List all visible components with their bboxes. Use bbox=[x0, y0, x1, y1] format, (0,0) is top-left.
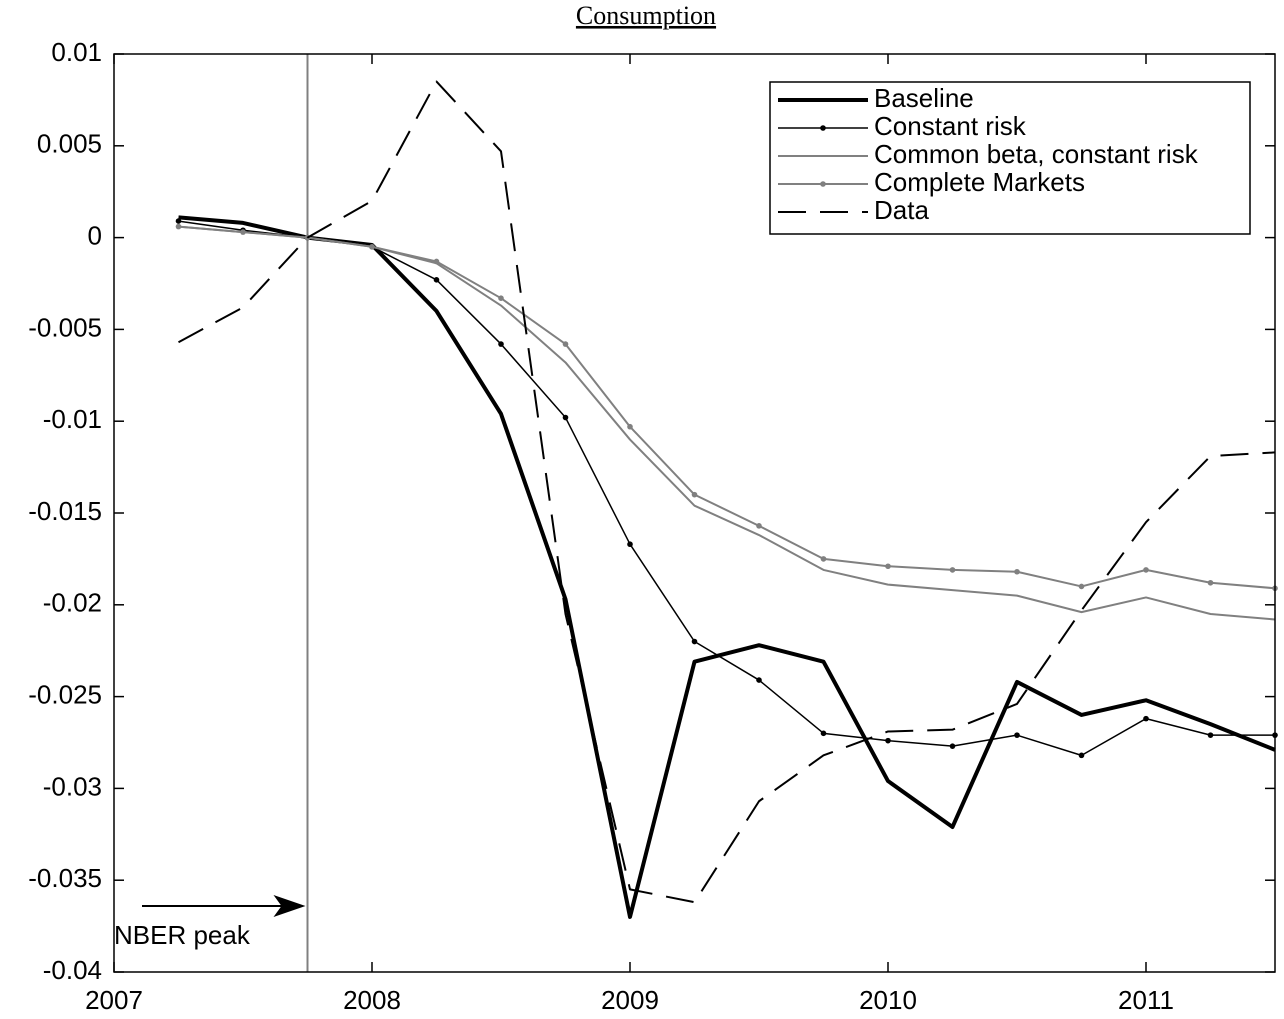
series-line bbox=[178, 80, 1276, 904]
y-tick-label: -0.01 bbox=[43, 404, 102, 434]
chart-title: Consumption bbox=[576, 1, 716, 30]
legend-label: Common beta, constant risk bbox=[874, 139, 1199, 169]
series-line bbox=[178, 215, 1276, 919]
legend-marker bbox=[820, 125, 826, 131]
series-line bbox=[178, 225, 1276, 621]
y-tick-label: -0.03 bbox=[43, 771, 102, 801]
series-marker bbox=[1143, 567, 1149, 573]
series-marker bbox=[756, 677, 762, 683]
y-tick-label: 0.01 bbox=[51, 37, 102, 67]
y-tick-label: 0 bbox=[88, 220, 102, 250]
series-marker bbox=[498, 341, 504, 347]
series-marker bbox=[756, 523, 762, 529]
y-tick-label: -0.02 bbox=[43, 588, 102, 618]
series-marker bbox=[820, 730, 827, 737]
series-marker bbox=[885, 563, 891, 570]
series-marker bbox=[949, 743, 956, 749]
legend-label: Complete Markets bbox=[874, 167, 1085, 197]
series-marker bbox=[627, 541, 633, 548]
x-tick-label: 2008 bbox=[343, 985, 401, 1015]
legend-label: Baseline bbox=[874, 83, 974, 113]
series-marker bbox=[498, 295, 504, 301]
y-tick-label: 0.005 bbox=[37, 129, 102, 159]
series-marker bbox=[1014, 568, 1020, 575]
y-tick-label: -0.035 bbox=[28, 863, 102, 893]
series-marker bbox=[1078, 752, 1085, 759]
series-marker bbox=[1207, 579, 1214, 586]
plot-frame bbox=[113, 53, 1276, 973]
series-marker bbox=[1014, 732, 1020, 738]
series-marker bbox=[433, 258, 440, 265]
series-marker bbox=[627, 423, 633, 430]
series-marker bbox=[175, 218, 182, 224]
series-marker bbox=[562, 414, 569, 421]
series-marker bbox=[691, 638, 698, 645]
x-tick-label: 2007 bbox=[85, 985, 143, 1015]
x-tick-label: 2011 bbox=[1118, 985, 1174, 1015]
series-marker bbox=[820, 556, 827, 562]
series-marker bbox=[691, 491, 698, 498]
series-marker bbox=[1143, 715, 1149, 722]
series-marker bbox=[562, 341, 569, 347]
nber-label: NBER peak bbox=[114, 920, 251, 950]
legend-box bbox=[769, 81, 1251, 235]
legend-marker bbox=[820, 181, 826, 187]
series-marker bbox=[949, 567, 956, 573]
y-tick-label: -0.005 bbox=[28, 312, 102, 342]
y-tick-label: -0.025 bbox=[28, 679, 102, 709]
y-tick-label: -0.04 bbox=[43, 955, 102, 985]
series-line bbox=[178, 225, 1276, 590]
legend-label: Constant risk bbox=[874, 111, 1027, 141]
series-marker bbox=[433, 277, 440, 283]
series-marker bbox=[1078, 583, 1085, 590]
series-marker bbox=[1207, 732, 1214, 738]
nber-arrowhead bbox=[273, 895, 306, 917]
series-marker bbox=[240, 229, 246, 235]
x-tick-label: 2009 bbox=[601, 985, 659, 1015]
legend-label: Data bbox=[874, 195, 929, 225]
x-tick-label: 2010 bbox=[859, 985, 917, 1015]
series-marker bbox=[369, 243, 375, 250]
y-tick-label: -0.015 bbox=[28, 496, 102, 526]
series-line bbox=[178, 220, 1275, 757]
series-marker bbox=[885, 737, 891, 744]
series-marker bbox=[175, 223, 182, 230]
